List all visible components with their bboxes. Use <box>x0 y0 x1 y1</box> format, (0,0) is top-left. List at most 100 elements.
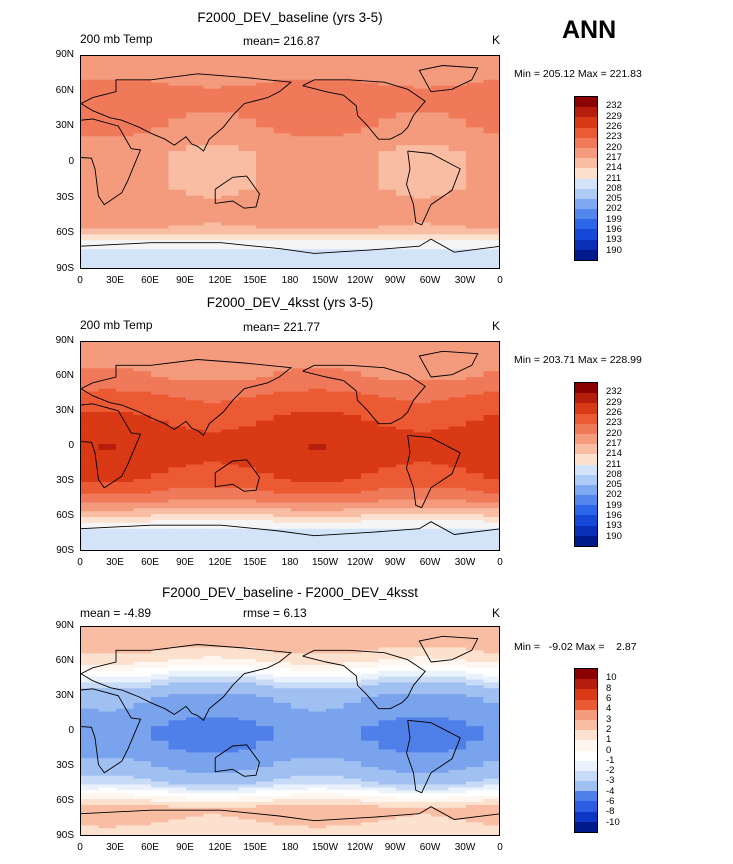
heatmap-cell <box>378 103 397 108</box>
heatmap-cell <box>413 528 432 533</box>
heatmap-cell <box>116 228 135 232</box>
heatmap-cell <box>361 769 380 774</box>
heatmap-cell <box>168 670 187 675</box>
panel1-map <box>80 55 500 269</box>
heatmap-cell <box>361 258 380 262</box>
heatmap-cell <box>273 368 292 372</box>
heatmap-cell <box>81 525 100 530</box>
heatmap-cell <box>431 493 450 498</box>
heatmap-cell <box>396 496 415 501</box>
heatmap-cell <box>133 231 152 235</box>
heatmap-cell <box>308 761 327 765</box>
heatmap-cell <box>256 365 275 369</box>
heatmap-cell <box>256 118 275 122</box>
heatmap-cell <box>483 479 499 483</box>
heatmap-cell <box>431 165 450 170</box>
heatmap-cell <box>308 493 327 498</box>
heatmap-cell <box>256 240 275 244</box>
heatmap-cell <box>168 650 187 654</box>
heatmap-cell <box>291 711 310 716</box>
heatmap-cell <box>413 508 432 512</box>
heatmap-cell <box>81 177 100 182</box>
heatmap-cell <box>431 82 450 87</box>
heatmap-cell <box>81 537 100 541</box>
heatmap-cell <box>308 723 327 727</box>
heatmap-cell <box>291 647 310 651</box>
heatmap-cell <box>431 662 450 666</box>
heatmap-cell <box>133 342 152 346</box>
heatmap-cell <box>116 679 135 684</box>
heatmap-cell <box>308 793 327 797</box>
heatmap-cell <box>81 714 100 719</box>
heatmap-cell <box>116 729 135 733</box>
heatmap-cell <box>256 70 275 75</box>
heatmap-cell <box>291 414 310 419</box>
heatmap-cell <box>396 142 415 146</box>
heatmap-cell <box>448 154 467 158</box>
heatmap-cell <box>291 441 310 445</box>
heatmap-cell <box>168 219 187 224</box>
heatmap-cell <box>448 347 467 352</box>
heatmap-cell <box>413 124 432 128</box>
heatmap-cell <box>308 97 327 102</box>
heatmap-cell <box>133 793 152 797</box>
heatmap-cell <box>221 673 240 678</box>
heatmap-cell <box>413 210 432 215</box>
heatmap-cell <box>308 368 327 372</box>
heatmap-cell <box>466 243 485 247</box>
heatmap-cell <box>378 222 397 227</box>
heatmap-cell <box>238 148 257 152</box>
heatmap-cell <box>221 394 240 399</box>
heatmap-cell <box>448 183 467 188</box>
colorbar-label: 208 <box>606 468 622 480</box>
heatmap-cell <box>186 362 205 366</box>
heatmap-cell <box>361 234 380 238</box>
heatmap-cell <box>343 207 362 212</box>
heatmap-cell <box>431 145 450 149</box>
heatmap-cell <box>326 58 345 63</box>
heatmap-cell <box>273 682 292 686</box>
heatmap-cell <box>378 374 397 378</box>
heatmap-cell <box>116 258 135 262</box>
heatmap-cell <box>151 252 170 256</box>
heatmap-cell <box>98 438 117 442</box>
heatmap-cell <box>203 508 222 512</box>
heatmap-cell <box>133 447 152 451</box>
heatmap-cell <box>326 382 345 387</box>
heatmap-cell <box>81 243 100 247</box>
heatmap-cell <box>238 641 257 646</box>
heatmap-cell <box>396 133 415 137</box>
panel3-rmse: rmse = 6.13 <box>243 606 307 620</box>
heatmap-cell <box>448 629 467 634</box>
heatmap-cell <box>431 702 450 707</box>
heatmap-cell <box>256 444 275 448</box>
heatmap-cell <box>203 219 222 224</box>
heatmap-cell <box>238 435 257 439</box>
heatmap-cell <box>116 458 135 463</box>
heatmap-cell <box>203 192 222 197</box>
heatmap-cell <box>273 734 292 739</box>
heatmap-cell <box>221 627 240 631</box>
lon-tick-label: 120W <box>346 275 374 286</box>
heatmap-cell <box>448 447 467 451</box>
heatmap-cell <box>256 517 275 521</box>
heatmap-cell <box>291 729 310 733</box>
heatmap-cell <box>291 252 310 256</box>
heatmap-cell <box>203 353 222 358</box>
heatmap-cell <box>361 487 380 492</box>
heatmap-cell <box>151 644 170 649</box>
heatmap-cell <box>238 70 257 75</box>
heatmap-cell <box>151 650 170 654</box>
heatmap-cell <box>413 423 432 428</box>
heatmap-cell <box>308 764 327 768</box>
heatmap-cell <box>308 163 327 167</box>
heatmap-cell <box>116 174 135 179</box>
heatmap-cell <box>431 97 450 102</box>
heatmap-cell <box>448 368 467 372</box>
heatmap-cell <box>378 676 397 681</box>
heatmap-cell <box>151 755 170 759</box>
heatmap-cell <box>396 746 415 751</box>
heatmap-cell <box>98 56 117 60</box>
heatmap-cell <box>238 400 257 404</box>
heatmap-cell <box>151 195 170 200</box>
